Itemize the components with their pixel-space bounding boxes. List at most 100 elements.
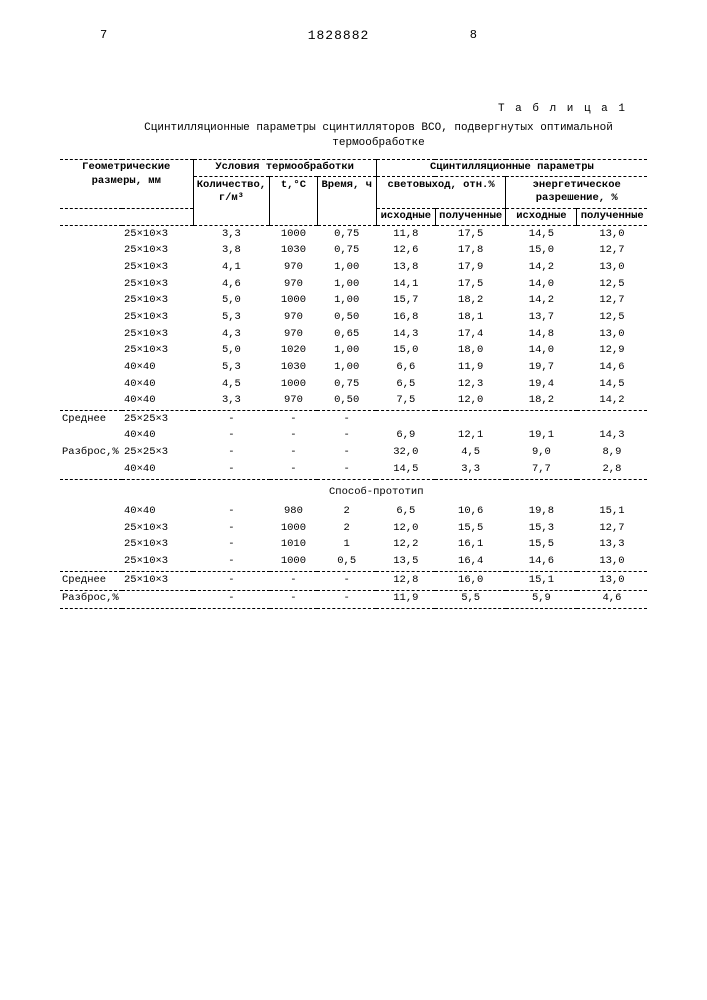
cell: 1,00 <box>317 276 376 293</box>
cell: Среднее <box>60 572 122 589</box>
doc-number: 1828882 <box>308 28 370 43</box>
cell: - <box>270 572 317 589</box>
cell: 14,5 <box>506 226 577 243</box>
cell: 12,7 <box>577 293 647 310</box>
cell: 40×40 <box>122 359 193 376</box>
table-row: 40×40---6,912,119,114,3 <box>60 428 647 445</box>
cell: - <box>317 428 376 445</box>
table-number: Т а б л и ц а 1 <box>60 103 627 115</box>
col-time: Время, ч <box>317 177 376 226</box>
cell: 19,7 <box>506 359 577 376</box>
col-src2: исходные <box>506 208 577 226</box>
cell: 13,3 <box>577 537 647 554</box>
cell: 14,0 <box>506 343 577 360</box>
cell <box>60 393 122 410</box>
col-temp: t,°С <box>270 177 317 226</box>
cell: 12,1 <box>435 428 505 445</box>
cell: 1030 <box>270 359 317 376</box>
cell: 14,3 <box>577 428 647 445</box>
cell: - <box>317 461 376 478</box>
cell: 12,5 <box>577 276 647 293</box>
cell: 5,0 <box>193 343 270 360</box>
cell: 11,8 <box>376 226 435 243</box>
cell: 2,8 <box>577 461 647 478</box>
cell: 5,0 <box>193 293 270 310</box>
cell: 17,8 <box>435 243 505 260</box>
col-got1: полученные <box>435 208 505 226</box>
table-row: 40×403,39700,507,512,018,214,2 <box>60 393 647 410</box>
cell <box>435 411 505 428</box>
cell: 40×40 <box>122 376 193 393</box>
cell: 1,00 <box>317 293 376 310</box>
cell: - <box>193 520 270 537</box>
cell: 14,6 <box>577 359 647 376</box>
cell <box>577 411 647 428</box>
cell: 970 <box>270 260 317 277</box>
cell: 1,00 <box>317 359 376 376</box>
cell: 12,7 <box>577 520 647 537</box>
cell: 15,1 <box>577 504 647 521</box>
cell: 13,0 <box>577 226 647 243</box>
cell: 14,3 <box>376 326 435 343</box>
cell: 1000 <box>270 226 317 243</box>
cell: 5,3 <box>193 309 270 326</box>
cell <box>60 226 122 243</box>
cell: - <box>270 461 317 478</box>
cell: 13,5 <box>376 553 435 570</box>
cell <box>60 359 122 376</box>
cell: 17,5 <box>435 226 505 243</box>
col-energy: энергетическое разрешение, % <box>506 177 647 208</box>
cell: 8,9 <box>577 445 647 462</box>
table-caption: Сцинтилляционные параметры сцинтилляторо… <box>140 121 617 151</box>
col-qty: Количество, г/м³ <box>193 177 270 226</box>
cell: 14,5 <box>376 461 435 478</box>
cell: 3,3 <box>193 226 270 243</box>
cell: 4,5 <box>193 376 270 393</box>
cell: 15,0 <box>376 343 435 360</box>
cell: 18,2 <box>506 393 577 410</box>
cell: 13,7 <box>506 309 577 326</box>
cell: 1 <box>317 537 376 554</box>
cell: 25×10×3 <box>122 553 193 570</box>
cell: - <box>317 445 376 462</box>
cell: 4,6 <box>577 590 647 607</box>
cell: 4,3 <box>193 326 270 343</box>
cell: - <box>193 461 270 478</box>
cell: 13,0 <box>577 326 647 343</box>
table-row: 40×40---14,53,37,72,8 <box>60 461 647 478</box>
cell: 25×10×3 <box>122 293 193 310</box>
cell <box>376 411 435 428</box>
cell: - <box>270 411 317 428</box>
cell: 14,2 <box>506 260 577 277</box>
cell: 25×10×3 <box>122 260 193 277</box>
cell: 12,7 <box>577 243 647 260</box>
cell: 19,8 <box>506 504 577 521</box>
cell: 25×25×3 <box>122 445 193 462</box>
cell: 15,5 <box>506 537 577 554</box>
cell: 0,75 <box>317 243 376 260</box>
table-row: 25×10×35,010201,0015,018,014,012,9 <box>60 343 647 360</box>
cell: 5,9 <box>506 590 577 607</box>
cell: 0,75 <box>317 226 376 243</box>
cell: - <box>193 445 270 462</box>
cell <box>60 243 122 260</box>
cell: 16,1 <box>435 537 505 554</box>
cell: 12,0 <box>435 393 505 410</box>
cell: 3,8 <box>193 243 270 260</box>
cell: 0,50 <box>317 393 376 410</box>
cell: 19,4 <box>506 376 577 393</box>
cell: 40×40 <box>122 393 193 410</box>
cell: 1000 <box>270 293 317 310</box>
cell <box>60 260 122 277</box>
cell: 18,1 <box>435 309 505 326</box>
cell <box>60 293 122 310</box>
cell: Разброс,% <box>60 590 122 607</box>
cell: 12,8 <box>376 572 435 589</box>
cell: 17,5 <box>435 276 505 293</box>
cell: 17,4 <box>435 326 505 343</box>
table-row: 40×405,310301,006,611,919,714,6 <box>60 359 647 376</box>
col-got2: полученные <box>577 208 647 226</box>
cell: 3,3 <box>435 461 505 478</box>
cell: 15,1 <box>506 572 577 589</box>
cell: 16,8 <box>376 309 435 326</box>
